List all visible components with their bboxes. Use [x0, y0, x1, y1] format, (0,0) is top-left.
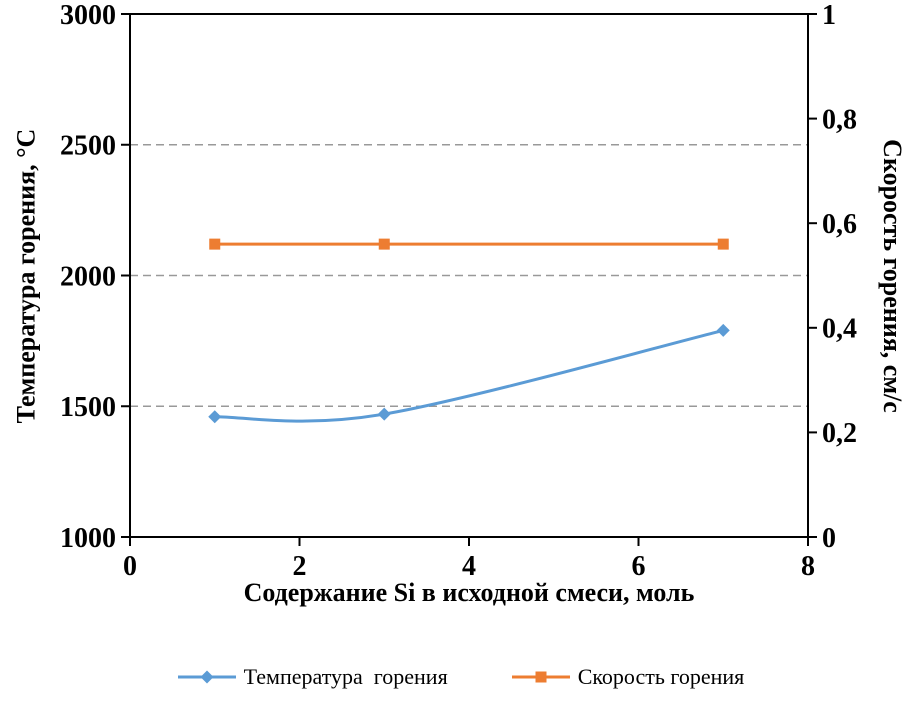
marker-square-icon — [209, 238, 221, 250]
marker-diamond-icon — [716, 323, 730, 337]
x-axis-title: Содержание Si в исходной смеси, моль — [243, 578, 695, 607]
legend-label-temperature: Температура горения — [243, 664, 448, 689]
y-left-tick-label: 1500 — [60, 392, 116, 423]
marker-square-icon — [378, 238, 390, 250]
legend-item-temperature: Температура горения — [177, 664, 448, 690]
x-tick-label: 6 — [632, 551, 646, 582]
right-axis-title: Скорость горения, см/с — [878, 138, 908, 413]
legend-swatch-temperature-line-diamond-icon — [177, 670, 236, 684]
x-tick-label: 4 — [462, 551, 476, 582]
marker-diamond-icon — [208, 410, 222, 424]
right-axis-title-wrap: Скорость горения, см/с — [868, 14, 916, 537]
legend-label-burn-rate: Скорость горения — [577, 664, 745, 689]
y-left-tick-label: 2000 — [60, 261, 116, 292]
x-tick-label: 0 — [123, 551, 137, 582]
y-right-tick-label: 0,8 — [822, 104, 857, 135]
marker-diamond-icon — [377, 407, 391, 421]
y-right-tick-label: 0 — [822, 523, 836, 554]
y-right-tick-label: 0,2 — [822, 418, 857, 449]
y-right-tick-label: 1 — [822, 0, 836, 31]
series-line-0 — [213, 328, 725, 423]
left-axis-title-wrap: Температура горения, °C — [2, 14, 50, 537]
y-left-tick-label: 1000 — [60, 523, 116, 554]
y-right-tick-label: 0,6 — [822, 209, 857, 240]
x-tick-label: 2 — [293, 551, 307, 582]
left-axis-title: Температура горения, °C — [11, 128, 41, 423]
y-left-tick-label: 2500 — [60, 131, 116, 162]
y-left-tick-label: 3000 — [60, 0, 116, 31]
legend-swatch-burn-rate-line-square-icon — [511, 671, 570, 683]
legend-item-burn-rate: Скорость горения — [511, 664, 745, 690]
marker-square-icon — [717, 238, 729, 250]
x-tick-label: 8 — [801, 551, 815, 582]
y-right-tick-label: 0,4 — [822, 314, 857, 345]
legend: Температура горения Скорость горения — [0, 664, 922, 690]
